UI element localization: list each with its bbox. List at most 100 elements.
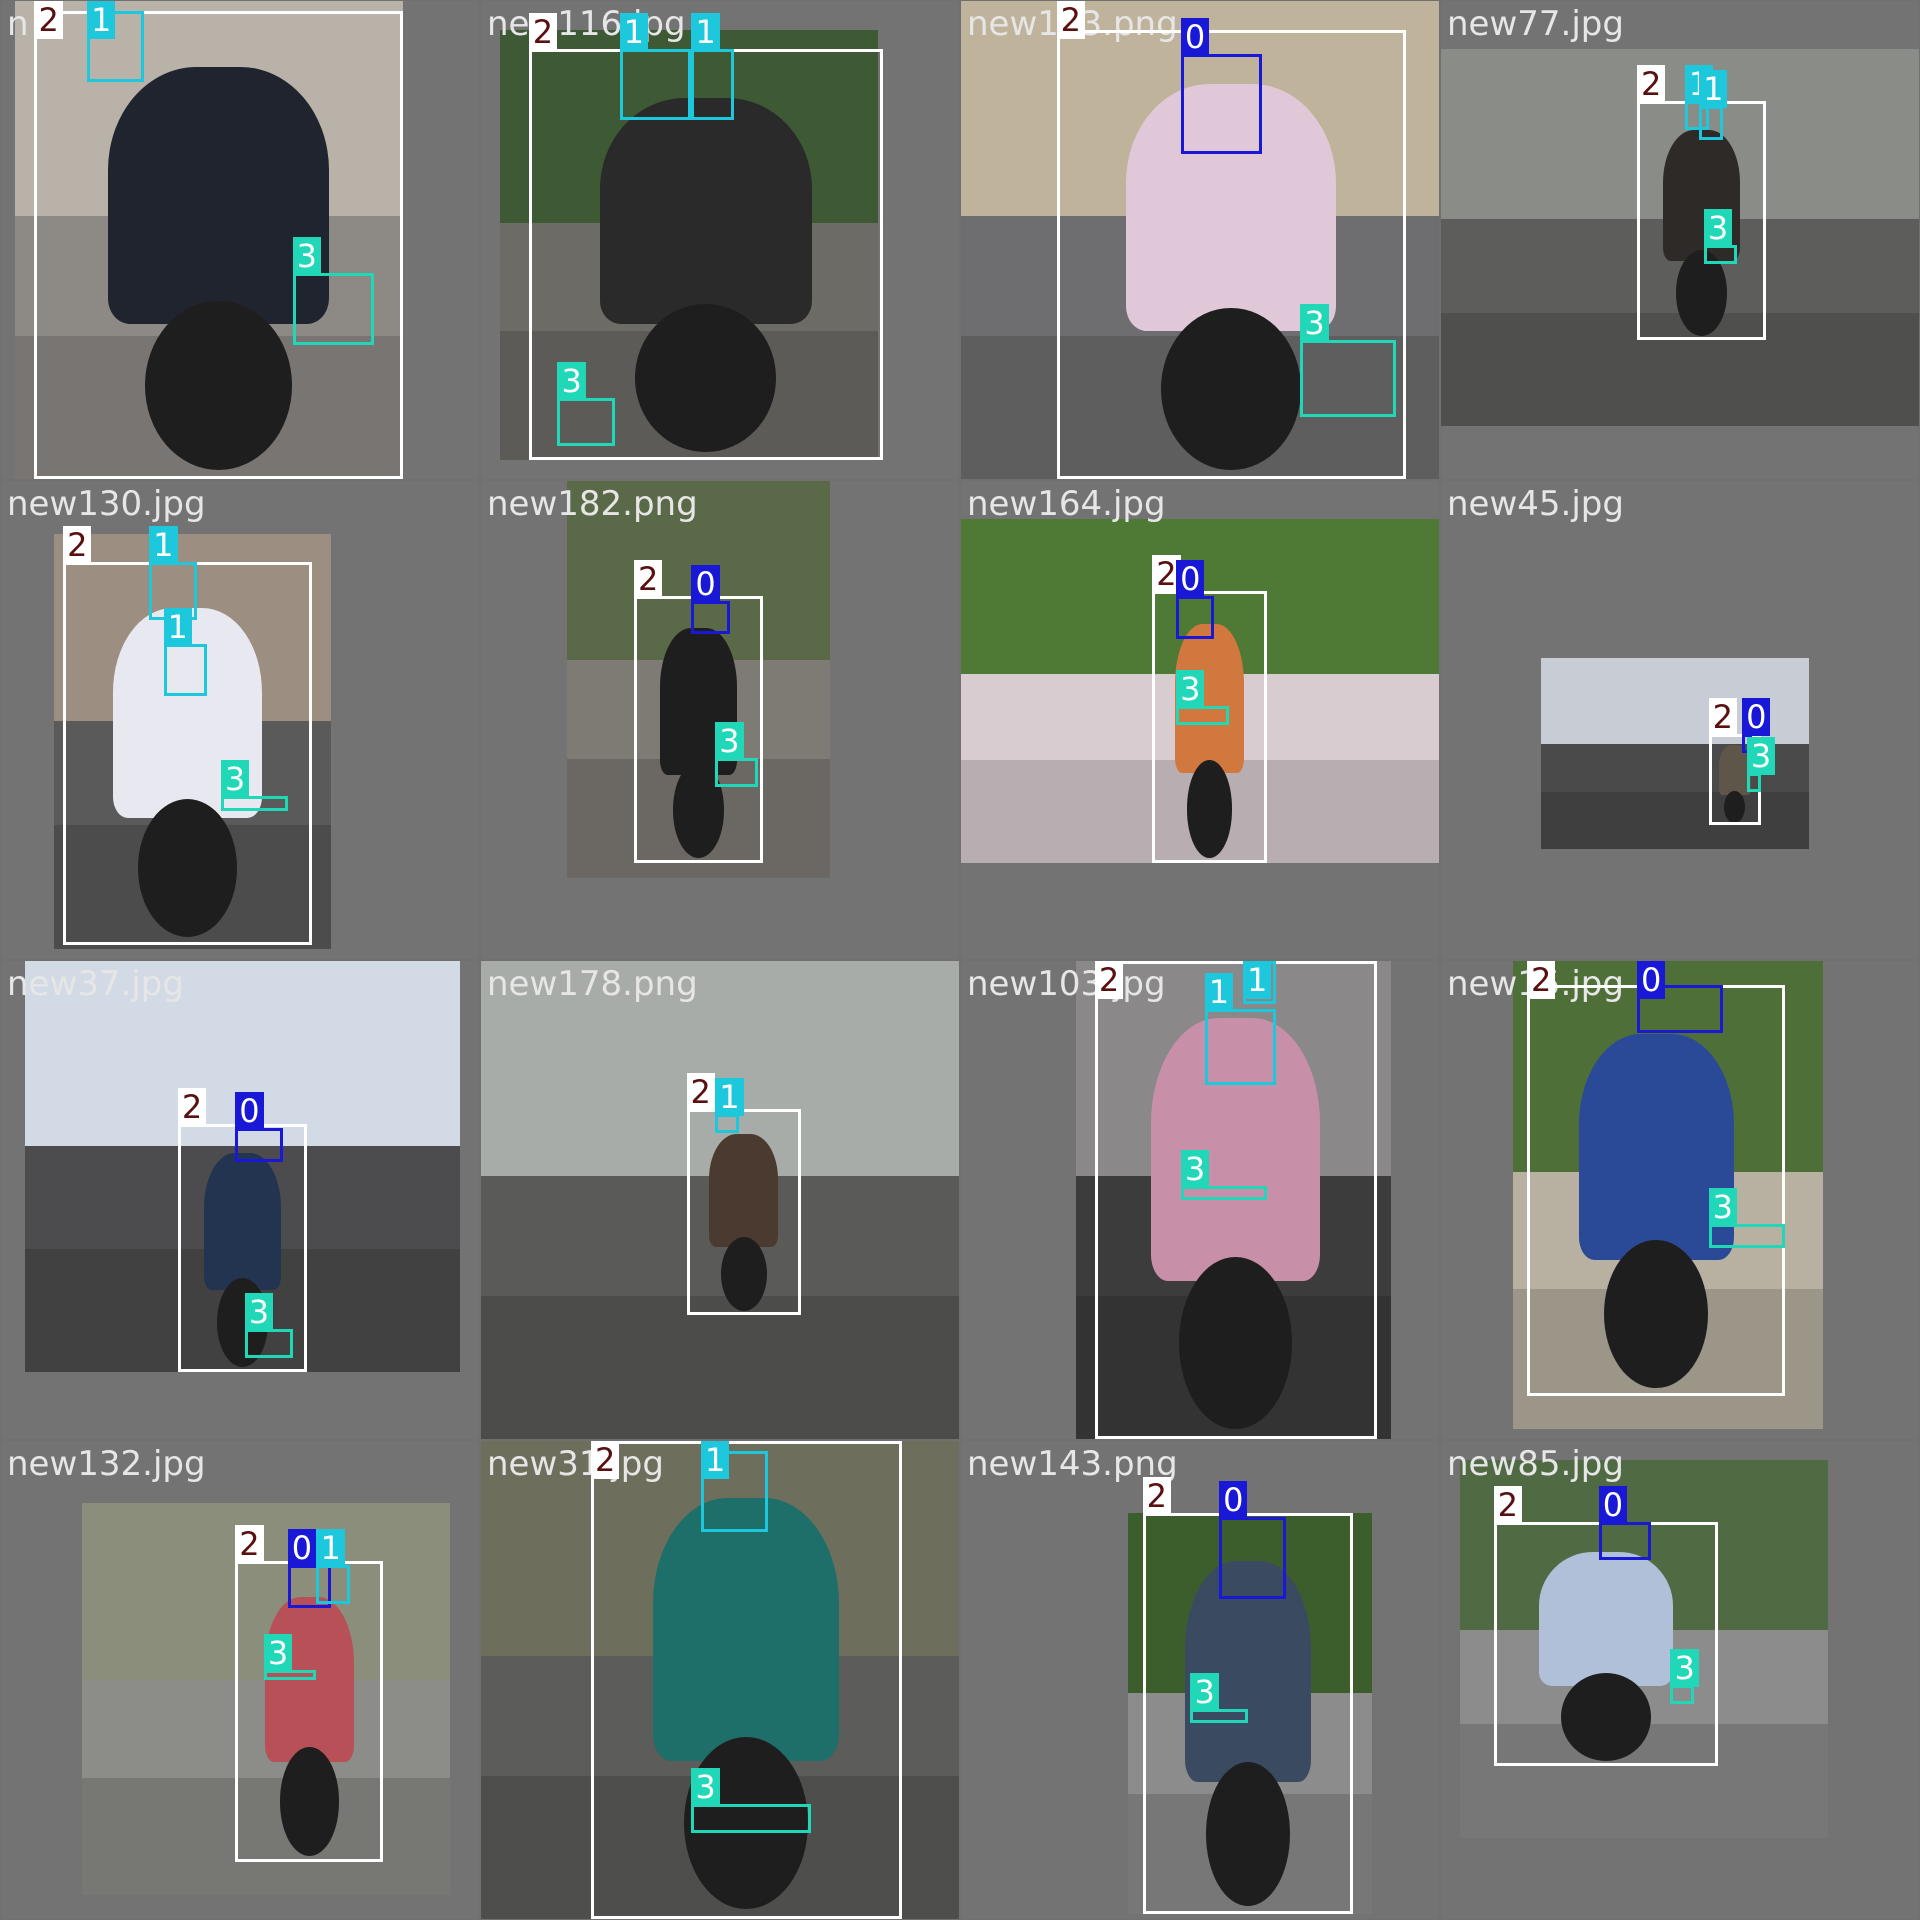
rider-figure bbox=[1719, 745, 1751, 796]
class-label: 1 bbox=[691, 12, 720, 51]
image-filename: n bbox=[7, 4, 29, 44]
detection-box-class-0 bbox=[235, 1128, 284, 1162]
detection-box-class-3 bbox=[1670, 1684, 1695, 1704]
class-label: 0 bbox=[1176, 559, 1205, 598]
image-tile[interactable]: new31.jpg 2 1 3 bbox=[481, 1441, 959, 1919]
motorcycle-wheel bbox=[1186, 759, 1233, 858]
photo-road bbox=[1541, 791, 1810, 850]
class-label: 0 bbox=[691, 564, 720, 603]
rider-figure bbox=[1126, 83, 1336, 331]
photo-thumbnail bbox=[481, 1441, 959, 1919]
class-label: 2 bbox=[633, 559, 663, 598]
image-filename: new85.jpg bbox=[1447, 1444, 1624, 1484]
class-label: 2 bbox=[1708, 698, 1738, 737]
class-label: 3 bbox=[1708, 1187, 1738, 1226]
photo-background bbox=[481, 961, 959, 1177]
detection-box-class-2 bbox=[590, 1441, 902, 1919]
detection-box-class-1 bbox=[715, 1113, 740, 1134]
class-label: 0 bbox=[1598, 1486, 1628, 1525]
detection-box-class-0 bbox=[1598, 1522, 1652, 1561]
image-filename: new45.jpg bbox=[1447, 484, 1624, 524]
detection-box-class-1 bbox=[1699, 106, 1723, 140]
class-label: 1 bbox=[700, 1441, 730, 1479]
image-tile[interactable]: new116.jpg 2 1 1 3 bbox=[481, 1, 959, 479]
detection-box-class-2 bbox=[1152, 590, 1267, 864]
detection-box-class-1 bbox=[87, 10, 145, 83]
photo-thumbnail bbox=[567, 481, 830, 878]
image-filename: new130.jpg bbox=[7, 484, 206, 524]
class-label: 2 bbox=[1094, 961, 1124, 999]
detection-box-class-3 bbox=[715, 758, 759, 787]
detection-box-class-0 bbox=[1180, 53, 1263, 154]
class-label: 2 bbox=[528, 12, 558, 51]
image-tile[interactable]: new45.jpg 2 0 3 bbox=[1441, 481, 1919, 959]
class-label: 0 bbox=[1219, 1481, 1248, 1520]
class-label: 0 bbox=[287, 1529, 317, 1568]
motorcycle-wheel bbox=[1205, 1761, 1290, 1907]
image-tile[interactable]: new132.jpg 2 0 1 3 bbox=[1, 1441, 479, 1919]
detection-box-class-2 bbox=[1056, 29, 1406, 479]
detection-box-class-3 bbox=[292, 273, 374, 346]
image-tile[interactable]: new178.png 2 1 bbox=[481, 961, 959, 1439]
photo-thumbnail bbox=[24, 961, 460, 1373]
image-tile[interactable]: new85.jpg 2 0 3 bbox=[1441, 1441, 1919, 1919]
class-label: 0 bbox=[1636, 961, 1666, 999]
image-tile[interactable]: new182.png 2 0 3 bbox=[481, 481, 959, 959]
detection-box-class-3 bbox=[244, 1329, 293, 1358]
rider-figure bbox=[653, 1498, 840, 1762]
detection-box-class-1 bbox=[691, 48, 735, 121]
motorcycle-wheel bbox=[634, 303, 777, 452]
class-label: 1 bbox=[715, 1077, 744, 1116]
image-tile[interactable]: new143.png 2 0 3 bbox=[961, 1441, 1439, 1919]
image-tile[interactable]: new164.jpg 2 0 3 bbox=[961, 481, 1439, 959]
class-label: 1 bbox=[619, 12, 648, 51]
detection-box-class-2 bbox=[1527, 984, 1786, 1396]
detection-box-class-3 bbox=[1708, 1223, 1786, 1248]
image-filename: new143.png bbox=[967, 1444, 1178, 1484]
photo-thumbnail bbox=[1075, 961, 1392, 1439]
image-tile[interactable]: new130.jpg 2 1 1 3 bbox=[1, 481, 479, 959]
detection-box-class-1 bbox=[316, 1565, 350, 1604]
class-label: 0 bbox=[235, 1092, 264, 1131]
image-filename: new132.jpg bbox=[7, 1444, 206, 1484]
photo-road bbox=[1441, 313, 1919, 427]
class-label: 2 bbox=[1527, 961, 1556, 999]
detection-box-class-0 bbox=[1176, 595, 1215, 639]
detection-box-class-3 bbox=[557, 397, 615, 446]
detection-box-class-2 bbox=[633, 595, 763, 864]
class-label: 2 bbox=[1152, 554, 1181, 593]
detection-box-class-2 bbox=[686, 1109, 802, 1315]
rider-figure bbox=[1578, 1034, 1734, 1261]
detection-box-class-3 bbox=[220, 796, 288, 811]
image-tile[interactable]: new37.jpg 2 0 3 bbox=[1, 961, 479, 1439]
motorcycle-wheel bbox=[720, 1236, 767, 1311]
rider-figure bbox=[599, 98, 812, 325]
class-label: 3 bbox=[244, 1293, 274, 1332]
class-label: 1 bbox=[316, 1529, 345, 1568]
class-label: 2 bbox=[177, 1087, 207, 1126]
photo-road bbox=[1460, 1724, 1829, 1838]
motorcycle-wheel bbox=[1675, 249, 1728, 336]
photo-thumbnail bbox=[1128, 1512, 1373, 1915]
class-label: 2 bbox=[1636, 65, 1666, 104]
class-label: 1 bbox=[163, 607, 192, 646]
detection-box-class-1 bbox=[1204, 1008, 1277, 1086]
image-filename: new31.jpg bbox=[487, 1444, 664, 1484]
class-label: 1 bbox=[1204, 972, 1234, 1011]
class-label: 3 bbox=[220, 760, 250, 799]
detection-box-class-1 bbox=[163, 643, 207, 697]
class-label: 3 bbox=[1746, 736, 1776, 775]
class-label: 1 bbox=[87, 1, 116, 39]
detection-box-class-3 bbox=[691, 1804, 811, 1833]
photo-road bbox=[481, 1295, 959, 1439]
image-filename: new116.jpg bbox=[487, 4, 686, 44]
class-label: 2 bbox=[1493, 1486, 1522, 1525]
image-tile[interactable]: new103.jpg 2 1 1 3 bbox=[961, 961, 1439, 1439]
class-label: 3 bbox=[691, 1768, 720, 1807]
image-filename: new37.jpg bbox=[7, 964, 184, 1004]
